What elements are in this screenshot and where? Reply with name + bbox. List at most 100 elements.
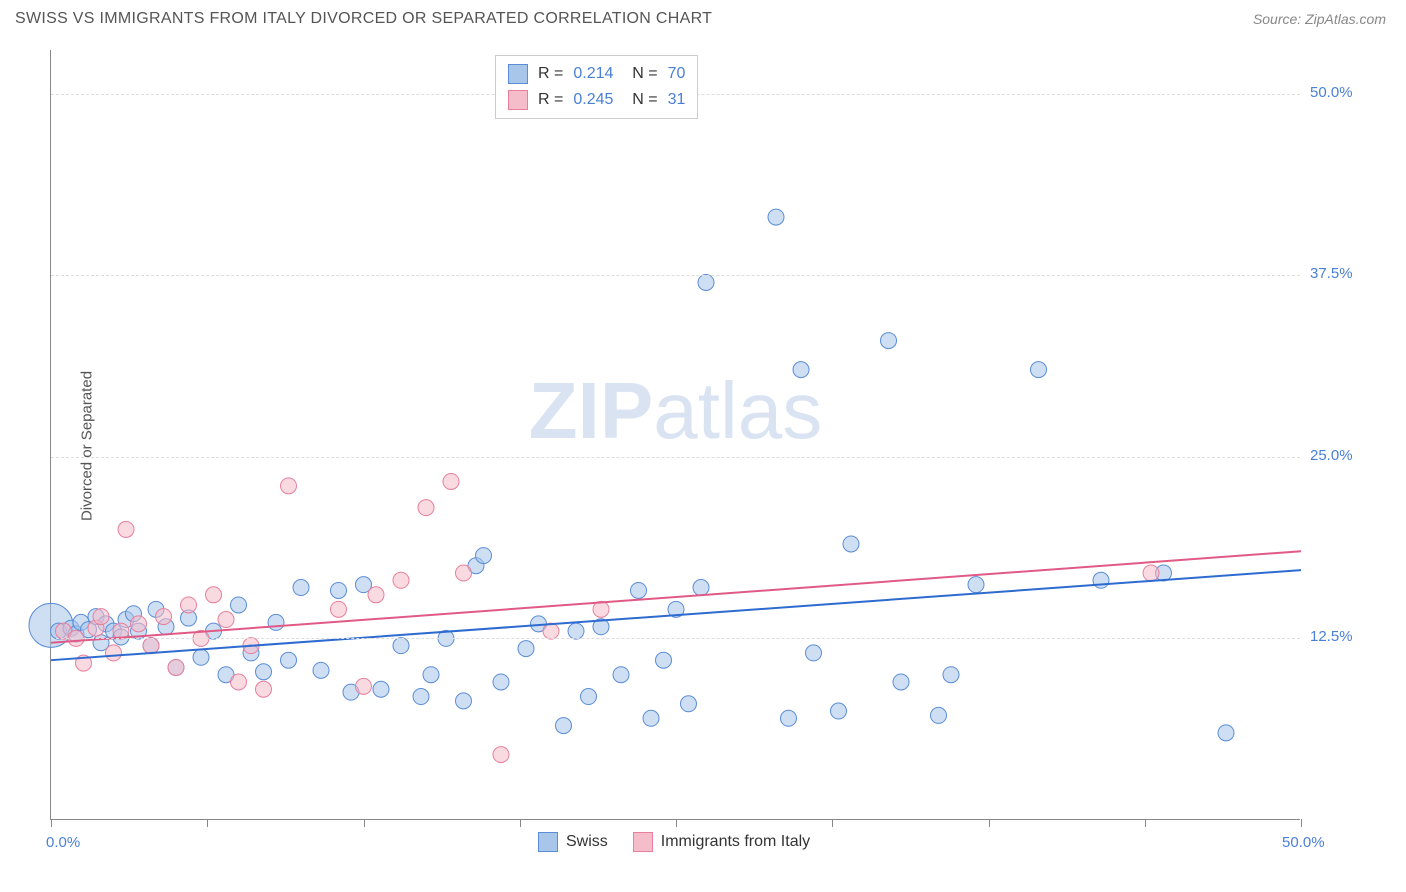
x-tick [1301,819,1302,827]
gridline [51,638,1300,639]
legend-swatch [633,832,653,852]
data-point [613,667,629,683]
y-tick-label: 12.5% [1310,628,1353,645]
correlation-legend: R = 0.214 N = 70R = 0.245 N = 31 [495,55,698,119]
data-point [781,710,797,726]
regression-line [51,570,1301,660]
data-point [181,597,197,613]
data-point [631,582,647,598]
data-point [93,609,109,625]
chart-title: SWISS VS IMMIGRANTS FROM ITALY DIVORCED … [15,10,712,28]
data-point [1218,725,1234,741]
data-point [456,693,472,709]
x-tick [989,819,990,827]
series-legend: Swiss Immigrants from Italy [538,832,810,852]
y-tick-label: 50.0% [1310,84,1353,101]
y-tick-label: 25.0% [1310,447,1353,464]
data-point [293,580,309,596]
data-point [206,587,222,603]
data-point [693,580,709,596]
legend-n-label: N = [623,61,657,87]
data-point [256,664,272,680]
legend-swatch [508,64,528,84]
data-point [568,623,584,639]
legend-row: R = 0.214 N = 70 [508,61,685,87]
data-point [556,718,572,734]
legend-row: R = 0.245 N = 31 [508,87,685,113]
data-point [393,572,409,588]
x-tick [520,819,521,827]
data-point [373,681,389,697]
data-point [418,500,434,516]
data-point [931,707,947,723]
data-point [143,638,159,654]
chart-source: Source: ZipAtlas.com [1253,11,1386,27]
x-label-min: 0.0% [46,834,80,851]
data-point [768,209,784,225]
x-tick [832,819,833,827]
legend-swatch [508,90,528,110]
data-point [968,577,984,593]
data-point [843,536,859,552]
data-point [331,601,347,617]
data-point [698,274,714,290]
data-point [218,612,234,628]
data-point [518,641,534,657]
data-point [313,662,329,678]
data-point [106,645,122,661]
data-point [681,696,697,712]
data-point [476,548,492,564]
data-point [581,689,597,705]
data-point [493,674,509,690]
data-point [793,362,809,378]
data-point [656,652,672,668]
x-tick [1145,819,1146,827]
data-point [393,638,409,654]
legend-r-value: 0.214 [573,61,613,87]
chart-header: SWISS VS IMMIGRANTS FROM ITALY DIVORCED … [0,0,1406,38]
legend-n-value: 70 [668,61,686,87]
data-point [168,659,184,675]
data-point [231,597,247,613]
legend-swatch [538,832,558,852]
plot-svg [51,50,1300,819]
data-point [1031,362,1047,378]
data-point [193,649,209,665]
data-point [368,587,384,603]
x-tick [51,819,52,827]
data-point [643,710,659,726]
legend-item: Swiss [538,832,608,852]
legend-n-label: N = [623,87,657,113]
data-point [423,667,439,683]
data-point [1143,565,1159,581]
y-tick-label: 37.5% [1310,265,1353,282]
data-point [456,565,472,581]
x-label-max: 50.0% [1282,834,1325,851]
legend-r-label: R = [538,87,563,113]
data-point [118,521,134,537]
data-point [493,747,509,763]
gridline [51,457,1300,458]
data-point [413,689,429,705]
gridline [51,275,1300,276]
scatter-chart: ZIPatlas [50,50,1300,820]
legend-r-value: 0.245 [573,87,613,113]
data-point [156,609,172,625]
data-point [256,681,272,697]
x-tick [676,819,677,827]
data-point [893,674,909,690]
data-point [806,645,822,661]
data-point [881,333,897,349]
legend-n-value: 31 [668,87,686,113]
legend-label: Swiss [566,833,608,851]
data-point [331,582,347,598]
x-tick [207,819,208,827]
legend-item: Immigrants from Italy [633,832,810,852]
data-point [943,667,959,683]
data-point [281,652,297,668]
x-tick [364,819,365,827]
data-point [281,478,297,494]
data-point [356,678,372,694]
legend-r-label: R = [538,61,563,87]
data-point [231,674,247,690]
